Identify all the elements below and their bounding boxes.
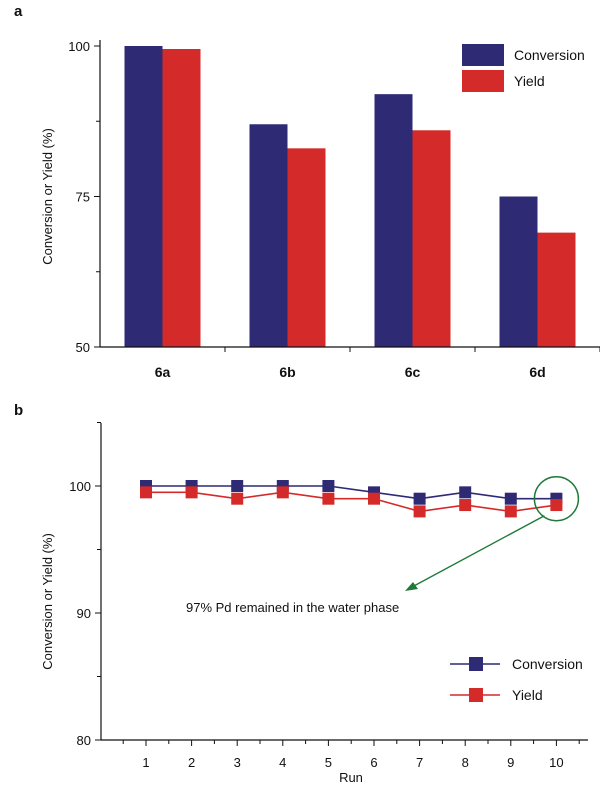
bar-conversion-6d (499, 196, 538, 347)
panel-b-label: b (14, 402, 23, 419)
bar-conversion-6b (249, 124, 288, 347)
panel-a-label: a (14, 3, 23, 20)
panel-a: a 50 75 100 6a 6b 6c 6d Conversion or Yield (%) C… (14, 3, 600, 380)
panel-a-category-label: 6b (279, 364, 295, 380)
marker-yield-run-5 (322, 492, 335, 505)
annotation-text: 97% Pd remained in the water phase (186, 600, 399, 615)
annotation-circle (533, 475, 580, 522)
line-yield (146, 491, 557, 513)
bar-yield-6b (287, 148, 326, 347)
legend-swatch-yield (462, 70, 504, 92)
marker-conversion-run-8 (459, 486, 472, 499)
panel-a-category-label: 6c (405, 364, 421, 380)
legend-label-conversion: Conversion (514, 47, 585, 63)
marker-yield-run-1 (140, 486, 152, 499)
panel-b-x-tick-label: 1 (142, 755, 149, 770)
bar-conversion-6a (124, 46, 163, 347)
panel-b-x-tick-label: 10 (549, 755, 563, 770)
bar-yield-6a (162, 49, 201, 347)
panel-b-x-axis-title: Run (339, 770, 363, 785)
legend-b-label-yield: Yield (512, 687, 543, 703)
panel-b-x-tick-label: 5 (325, 755, 332, 770)
marker-conversion-run-3 (231, 480, 244, 492)
bar-yield-6c (412, 130, 451, 347)
marker-yield-run-9 (504, 505, 517, 518)
panel-b-x-tick-label: 2 (188, 755, 195, 770)
panel-b-x-tick-label: 7 (416, 755, 423, 770)
panel-a-category-label: 6a (155, 364, 171, 380)
bar-conversion-6c (374, 94, 413, 347)
marker-yield-run-3 (231, 492, 244, 505)
marker-yield-run-2 (185, 486, 198, 499)
panel-b-x-tick-label: 9 (507, 755, 514, 770)
marker-conversion-run-7 (413, 492, 426, 505)
bar-yield-6d (537, 232, 576, 347)
panel-b-y-axis-title: Conversion or Yield (%) (40, 533, 55, 670)
panel-a-y-tick-label: 100 (68, 39, 90, 54)
marker-conversion-run-9 (504, 492, 517, 505)
marker-yield-run-8 (459, 499, 472, 512)
legend-swatch-conversion (462, 44, 504, 66)
panel-a-y-tick-label: 50 (76, 340, 90, 355)
panel-b-x-tick-label: 3 (234, 755, 241, 770)
legend-label-yield: Yield (514, 73, 545, 89)
panel-a-y-axis-title: Conversion or Yield (%) (40, 128, 55, 265)
annotation-arrow-line (411, 515, 545, 588)
marker-conversion-run-5 (322, 480, 335, 492)
panel-b-y-tick-label: 100 (69, 479, 91, 494)
panel-b-x-tick-label: 8 (462, 755, 469, 770)
marker-yield-run-6 (368, 492, 380, 505)
legend-b-marker-conversion (469, 657, 483, 671)
line-conversion (146, 485, 557, 500)
marker-yield-run-4 (276, 486, 289, 499)
panel-a-y-tick-label: 75 (76, 190, 90, 205)
panel-b: b 80 90 100 1 2 3 4 5 6 7 8 9 10 Run Conversion or Yiel… (14, 402, 588, 785)
panel-b-y-tick-label: 90 (77, 606, 91, 621)
annotation-arrowhead (405, 582, 418, 591)
marker-yield-run-10 (550, 499, 563, 512)
legend-b-label-conversion: Conversion (512, 656, 583, 672)
legend-b-marker-yield (469, 688, 483, 702)
panel-b-x-tick-label: 6 (370, 755, 377, 770)
marker-yield-run-7 (413, 505, 426, 518)
panel-b-x-tick-label: 4 (279, 755, 286, 770)
panel-b-y-tick-label: 80 (77, 733, 91, 748)
panel-a-category-label: 6d (529, 364, 545, 380)
